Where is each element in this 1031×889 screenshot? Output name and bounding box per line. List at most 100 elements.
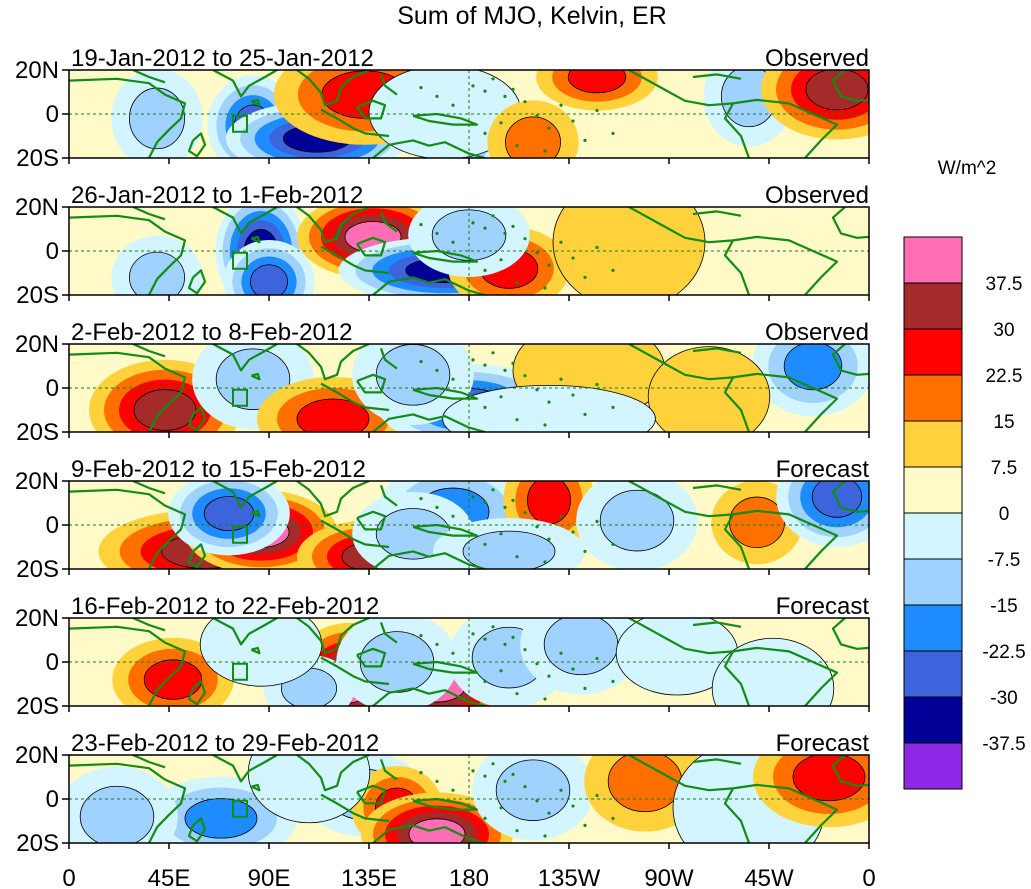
island-dot [583,686,587,691]
colorbar-tick-label: 22.5 [986,366,1023,387]
island-dot [547,537,551,541]
lat-label-20n: 20N [15,742,59,769]
panel-period: 16-Feb-2012 to 22-Feb-2012 [71,593,379,620]
island-dot [511,498,515,502]
island-dot [583,275,587,279]
island-dot [483,405,487,409]
colorbar-tick-label: -37.5 [982,734,1025,755]
lat-label-0: 0 [46,375,59,402]
contour-region [495,759,571,821]
coastline [692,758,742,765]
island-dot [543,286,547,290]
coastline [692,210,742,217]
colorbar-swatch [903,650,963,698]
island-dot [471,632,475,636]
island-dot [559,651,563,655]
coastline [187,406,207,432]
island-dot [483,89,487,93]
lat-label-0: 0 [46,512,59,539]
lat-label-20n: 20N [15,194,59,221]
contour-region [792,755,866,802]
island-dot [571,667,575,671]
coastline [212,207,278,235]
coastline [132,481,166,495]
coastline [187,132,207,158]
island-dot [543,423,547,427]
coastline [831,481,869,513]
island-dot [471,769,475,773]
figure-title: Sum of MJO, Kelvin, ER [397,2,667,30]
island-dot [451,103,455,107]
lon-label-135w: 135W [538,865,601,889]
island-dot [583,549,587,554]
lat-label-20n: 20N [15,468,59,495]
contour-region [79,785,155,843]
island-dot [503,368,507,372]
coastline [628,207,734,244]
island-dot [535,388,539,392]
coastline [250,98,261,107]
contour-region [296,398,370,432]
lon-label-0: 0 [62,865,75,889]
coastline [372,824,486,843]
region-box-marker [232,388,248,407]
lon-label-135e: 135E [341,865,397,889]
coastline [212,344,278,372]
island-dot [471,358,475,362]
colorbar-swatch [903,328,963,376]
contour-region [128,87,185,150]
island-dot [499,806,503,810]
island-dot [595,793,599,798]
coastline [372,413,486,432]
island-dot [483,542,487,546]
island-dot [523,785,527,789]
coastline [212,755,278,783]
coastline [628,70,734,107]
coastline [132,344,166,358]
island-dot [499,258,503,262]
coastline [320,245,390,275]
island-dot [595,519,599,524]
coastline [628,755,734,792]
coastline [320,656,390,686]
colorbar-swatch [903,512,963,560]
panel-period: 19-Jan-2012 to 25-Jan-2012 [71,45,374,72]
island-dot [451,788,455,792]
lon-label-90e: 90E [248,865,291,889]
contour-region [647,346,771,432]
longitude-axis-labels: 0 45E 90E 135E 180 135W 90W 45W 0 [62,865,875,889]
colorbar-tick-label: -7.5 [988,550,1021,571]
lon-label-180: 180 [449,865,489,889]
island-dot [471,495,475,499]
coastline [723,376,751,432]
island-dot [595,108,599,113]
island-dot [543,834,547,838]
coastline [250,783,261,792]
island-dot [491,351,495,355]
contour-region [133,389,197,431]
island-dot [483,816,487,820]
island-dot [451,240,455,244]
island-dot [491,625,495,629]
island-dot [451,377,455,381]
coastline [132,70,166,84]
coastline [831,70,869,102]
coastline [212,618,278,646]
contour-region [527,481,571,525]
lon-label-45e: 45E [148,865,191,889]
island-dot [535,114,539,118]
contour-region [408,818,466,843]
coastline [69,762,187,843]
units-label: W/m^2 [938,158,997,179]
lat-label-20s: 20S [16,556,59,583]
colorbar-tick-label: 37.5 [986,274,1023,295]
coastline [692,347,742,354]
coastline [320,382,390,412]
island-dot [471,84,475,88]
coastline [831,344,869,376]
lat-label-0: 0 [46,101,59,128]
island-dot [559,788,563,792]
colorbar-swatch [903,696,963,744]
colorbar-tick-label: 30 [993,320,1014,341]
